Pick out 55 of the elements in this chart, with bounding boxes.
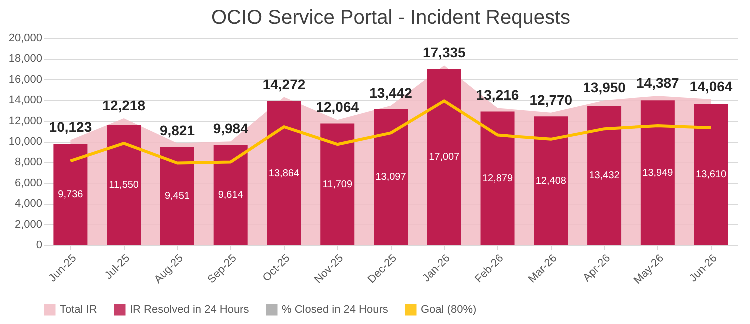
bar <box>214 145 248 245</box>
bar <box>267 102 302 245</box>
data-label: 14,272 <box>262 76 306 92</box>
data-label: 13,950 <box>583 80 626 96</box>
bar <box>54 144 88 245</box>
y-tick-label: 2,000 <box>14 218 42 231</box>
data-label: 12,408 <box>536 176 567 187</box>
bar <box>320 124 355 245</box>
data-label: 13,610 <box>696 170 728 181</box>
bar <box>427 68 462 245</box>
y-tick-label: 16,000 <box>8 74 42 86</box>
bar <box>107 125 142 245</box>
y-tick-label: 18,000 <box>8 53 42 66</box>
bar <box>640 100 675 245</box>
data-label: 12,064 <box>316 99 360 116</box>
y-tick-label: 20,000 <box>8 32 42 44</box>
data-label: 11,709 <box>322 179 353 190</box>
data-label: 13,949 <box>642 168 674 179</box>
data-label: 17,007 <box>429 152 460 163</box>
data-label: 13,216 <box>476 87 520 104</box>
bar <box>480 112 515 245</box>
chart-title: OCIO Service Portal - Incident Requests <box>211 7 571 29</box>
data-label: 12,770 <box>530 92 573 108</box>
data-label: 14,064 <box>690 78 733 94</box>
data-label: 9,736 <box>58 190 84 201</box>
data-label: 13,442 <box>370 84 413 101</box>
data-label: 9,984 <box>213 120 249 137</box>
legend-label: Goal (80%) <box>421 304 477 316</box>
data-label: 9,614 <box>218 190 244 202</box>
bar <box>694 104 728 245</box>
bar <box>160 147 194 245</box>
y-tick-label: 14,000 <box>8 94 42 107</box>
data-label: 11,550 <box>109 180 140 192</box>
bar <box>534 116 568 245</box>
data-label: 10,123 <box>49 119 92 136</box>
legend-label: Total IR <box>60 304 98 316</box>
data-label: 13,432 <box>589 170 620 182</box>
data-label: 12,879 <box>482 173 514 184</box>
y-tick-label: 12,000 <box>8 115 42 128</box>
legend-label: IR Resolved in 24 Hours <box>130 304 250 316</box>
data-label: 9,821 <box>160 122 196 138</box>
data-label: 14,387 <box>636 75 680 92</box>
bar <box>588 106 622 245</box>
data-label: 13,097 <box>376 172 407 184</box>
data-label: 13,864 <box>268 168 300 180</box>
y-tick-label: 6,000 <box>14 177 42 190</box>
bar <box>374 109 408 245</box>
y-tick-label: 10,000 <box>8 136 42 148</box>
data-label: 17,335 <box>422 44 466 61</box>
y-tick-label: 4,000 <box>14 198 42 210</box>
data-label: 12,218 <box>102 98 146 114</box>
y-tick-label: 0 <box>36 240 42 252</box>
y-tick-label: 8,000 <box>14 156 42 169</box>
legend-label: % Closed in 24 Hours <box>282 304 389 316</box>
data-label: 9,451 <box>164 191 190 202</box>
